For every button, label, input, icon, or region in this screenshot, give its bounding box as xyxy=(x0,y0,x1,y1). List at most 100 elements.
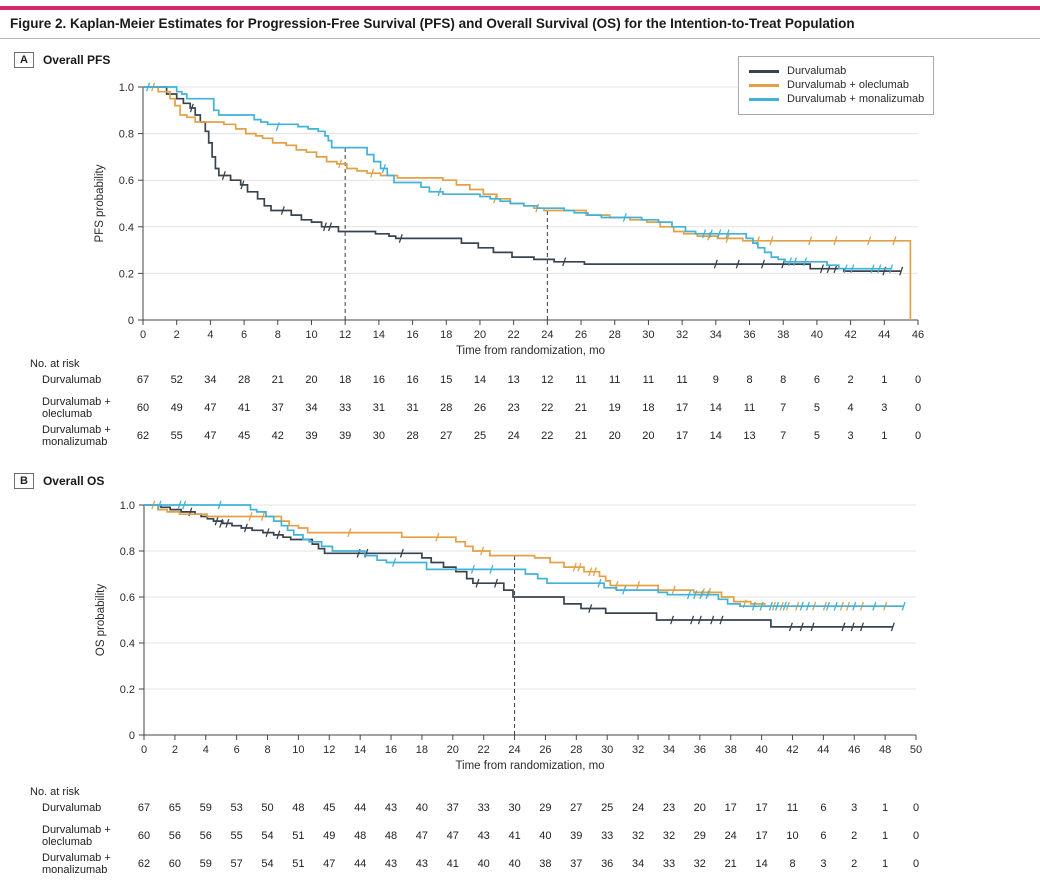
censor-tick xyxy=(852,601,857,611)
risk-value: 25 xyxy=(473,430,487,442)
risk-value: 44 xyxy=(354,858,367,870)
risk-value: 18 xyxy=(339,374,352,386)
risk-value: 31 xyxy=(406,402,419,414)
risk-value: 37 xyxy=(446,802,459,814)
risk-value: 8 xyxy=(789,858,796,870)
risk-value: 0 xyxy=(914,402,922,414)
risk-value: 9 xyxy=(712,374,719,386)
risk-value: 30 xyxy=(508,802,521,814)
censor-tick xyxy=(177,500,182,510)
censor-tick xyxy=(702,229,707,239)
risk-value: 24 xyxy=(631,802,645,814)
risk-value: 49 xyxy=(323,830,336,842)
risk-value: 1 xyxy=(881,430,888,442)
y-tick-label: 0.8 xyxy=(120,546,135,558)
risk-value: 24 xyxy=(724,830,737,842)
censor-tick xyxy=(799,601,804,611)
title-divider xyxy=(0,38,1040,39)
risk-value: 28 xyxy=(406,430,419,442)
censor-tick xyxy=(562,257,567,267)
censor-tick xyxy=(260,512,265,521)
x-tick-label: 10 xyxy=(292,744,304,756)
risk-value: 23 xyxy=(507,402,520,414)
figure-top-accent-bar xyxy=(0,6,1040,10)
risk-value: 21 xyxy=(271,374,284,386)
censor-tick xyxy=(592,567,597,577)
x-tick-label: 28 xyxy=(570,744,582,756)
panel-b-title: Overall OS xyxy=(42,474,105,488)
risk-value: 43 xyxy=(477,830,490,842)
risk-value: 17 xyxy=(755,830,768,842)
censor-tick xyxy=(725,229,730,239)
x-tick-label: 34 xyxy=(710,329,722,341)
risk-value: 7 xyxy=(780,430,787,442)
km-curve-durvalumab-oleclumab xyxy=(143,86,912,320)
censor-tick xyxy=(280,206,285,215)
risk-value: 62 xyxy=(137,858,151,870)
risk-value: 67 xyxy=(136,374,150,386)
risk-value: 57 xyxy=(230,858,243,870)
risk-value: 33 xyxy=(477,802,490,814)
risk-value: 32 xyxy=(693,858,706,870)
risk-value: 21 xyxy=(574,430,588,442)
censor-tick xyxy=(705,590,710,600)
censor-tick xyxy=(690,615,695,625)
y-tick-label: 0.6 xyxy=(119,175,134,187)
legend-label: Durvalumab + monalizumab xyxy=(787,93,925,105)
censor-tick xyxy=(670,615,675,625)
censor-tick xyxy=(833,236,838,246)
x-tick-label: 36 xyxy=(743,329,755,341)
risk-value: 3 xyxy=(847,430,854,442)
censor-tick xyxy=(622,585,627,595)
censor-tick xyxy=(265,528,270,538)
risk-value: 39 xyxy=(305,430,318,442)
risk-value: 42 xyxy=(271,430,284,442)
x-tick-label: 26 xyxy=(539,744,551,756)
x-tick-label: 10 xyxy=(305,329,317,341)
censor-tick xyxy=(157,500,162,510)
censor-tick xyxy=(759,601,764,611)
risk-value: 48 xyxy=(354,830,367,842)
risk-value: 11 xyxy=(608,374,621,386)
x-tick-label: 30 xyxy=(601,744,613,756)
censor-tick xyxy=(808,236,813,246)
risk-value: 32 xyxy=(662,830,676,842)
risk-value: 0 xyxy=(914,374,922,386)
risk-value: 33 xyxy=(601,830,614,842)
risk-value: 0 xyxy=(914,430,922,442)
censor-tick xyxy=(760,259,766,269)
risk-value: 17 xyxy=(675,430,689,442)
risk-value: 0 xyxy=(912,830,920,842)
risk-value: 60 xyxy=(168,858,182,870)
risk-value: 47 xyxy=(415,830,429,842)
censor-tick xyxy=(713,259,718,269)
risk-value: 60 xyxy=(137,830,151,842)
risk-value: 2 xyxy=(851,830,858,842)
censor-tick xyxy=(214,516,219,526)
x-tick-label: 6 xyxy=(241,329,247,341)
risk-row-label: Durvalumab + monalizumab xyxy=(42,852,111,876)
censor-tick xyxy=(597,578,602,588)
censor-tick xyxy=(805,601,810,611)
risk-row-label: Durvalumab xyxy=(42,802,102,814)
x-tick-label: 12 xyxy=(323,744,335,756)
censor-tick xyxy=(588,567,593,577)
risk-value: 14 xyxy=(709,402,722,414)
x-tick-label: 42 xyxy=(844,329,856,341)
censor-tick xyxy=(480,546,485,556)
risk-value: 55 xyxy=(170,430,183,442)
risk-value: 19 xyxy=(608,402,621,414)
x-tick-label: 18 xyxy=(440,329,452,341)
x-tick-label: 8 xyxy=(264,744,270,756)
risk-value: 13 xyxy=(743,430,756,442)
risk-value: 28 xyxy=(440,402,453,414)
legend-item-durvalumab-monalizumab: Durvalumab + monalizumab xyxy=(749,93,925,105)
x-tick-label: 46 xyxy=(848,744,860,756)
x-tick-label: 16 xyxy=(385,744,397,756)
risk-value: 51 xyxy=(292,830,305,842)
risk-value: 21 xyxy=(574,402,588,414)
x-tick-label: 42 xyxy=(786,744,798,756)
censor-tick xyxy=(392,558,397,567)
risk-value: 6 xyxy=(820,830,827,842)
